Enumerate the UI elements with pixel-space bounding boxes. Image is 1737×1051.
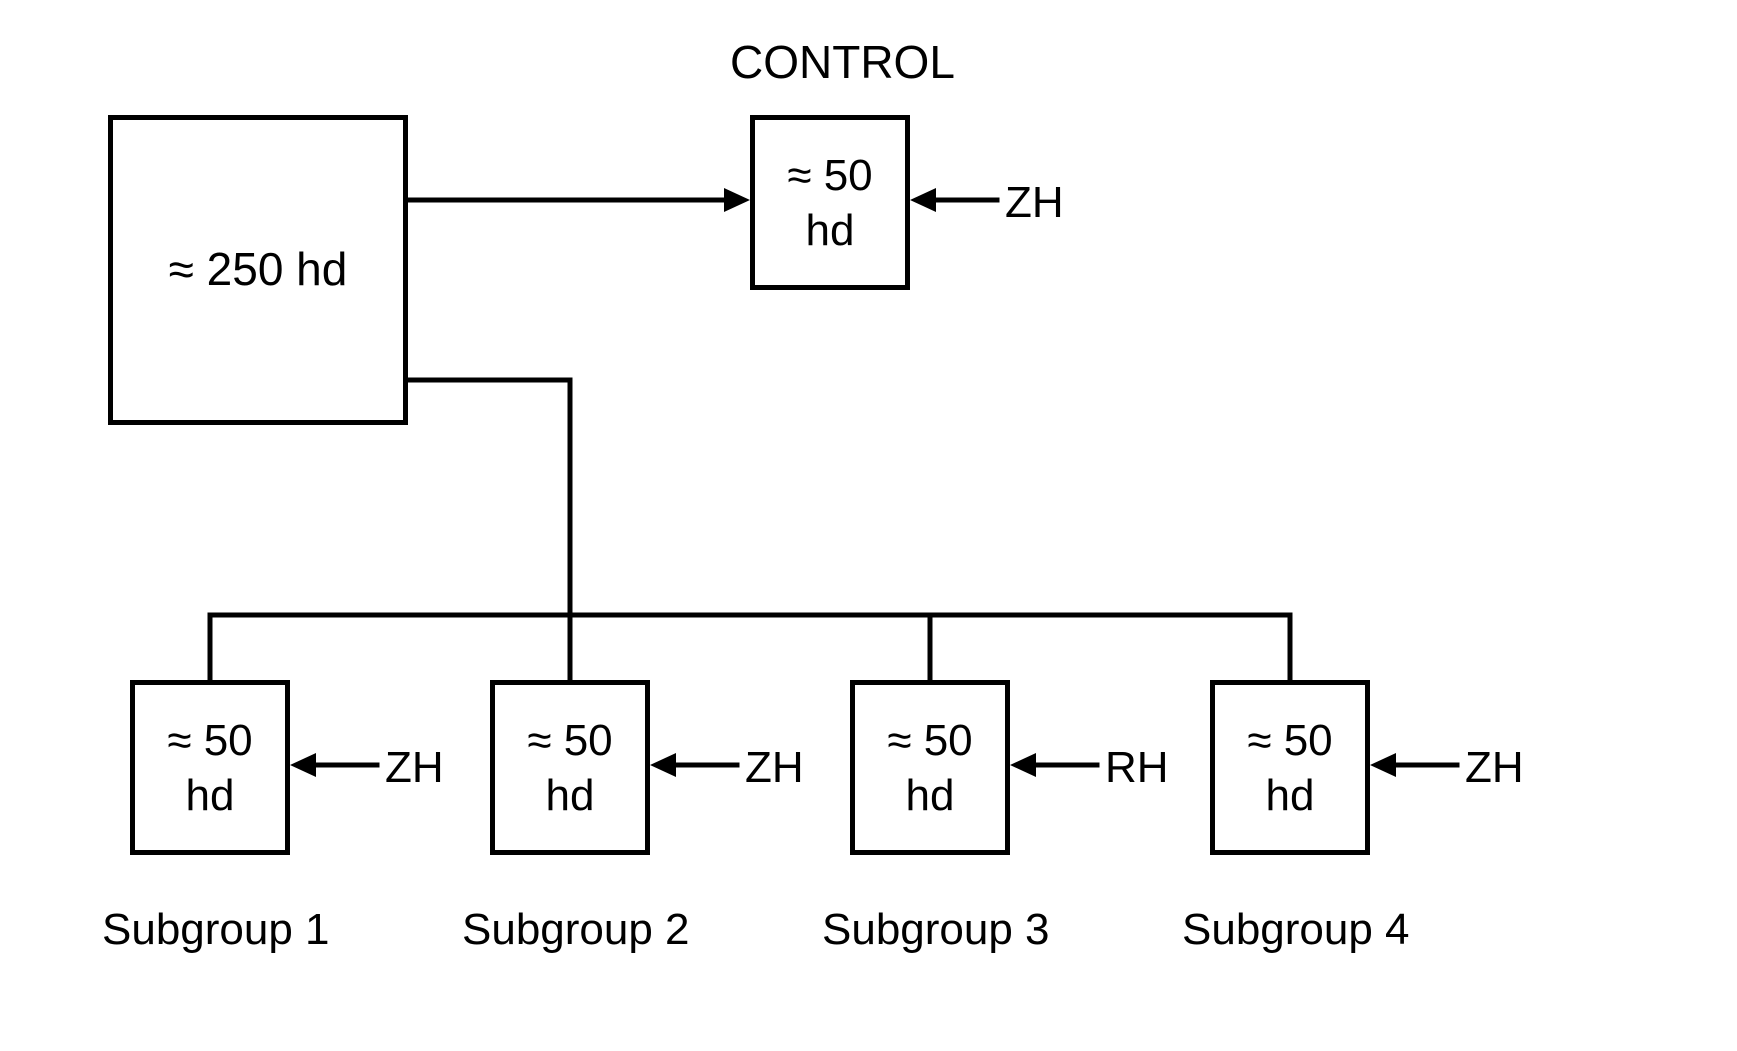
control-box: ≈ 50 hd [750,115,910,290]
zh-control-label: ZH [1005,178,1064,228]
rh-sub3-label: RH [1105,743,1169,793]
zh-sub4-label: ZH [1465,743,1524,793]
diagram-canvas: ≈ 250 hd ≈ 50 hd ≈ 50 hd ≈ 50 hd ≈ 50 hd… [0,0,1737,1051]
subgroup-3-box: ≈ 50 hd [850,680,1010,855]
zh-sub1-label: ZH [385,743,444,793]
subgroup-4-box: ≈ 50 hd [1210,680,1370,855]
subgroup-1-label: Subgroup 1 [102,905,330,955]
root-box-text: ≈ 250 hd [169,241,348,299]
subgroup-3-box-text: ≈ 50 hd [887,713,972,823]
subgroup-4-label: Subgroup 4 [1182,905,1410,955]
control-box-text: ≈ 50 hd [787,148,872,258]
subgroup-4-box-text: ≈ 50 hd [1247,713,1332,823]
subgroup-1-box: ≈ 50 hd [130,680,290,855]
subgroup-3-label: Subgroup 3 [822,905,1050,955]
subgroup-2-box-text: ≈ 50 hd [527,713,612,823]
subgroup-1-box-text: ≈ 50 hd [167,713,252,823]
subgroup-2-label: Subgroup 2 [462,905,690,955]
zh-sub2-label: ZH [745,743,804,793]
subgroup-2-box: ≈ 50 hd [490,680,650,855]
root-box: ≈ 250 hd [108,115,408,425]
control-title-label: CONTROL [730,35,955,89]
